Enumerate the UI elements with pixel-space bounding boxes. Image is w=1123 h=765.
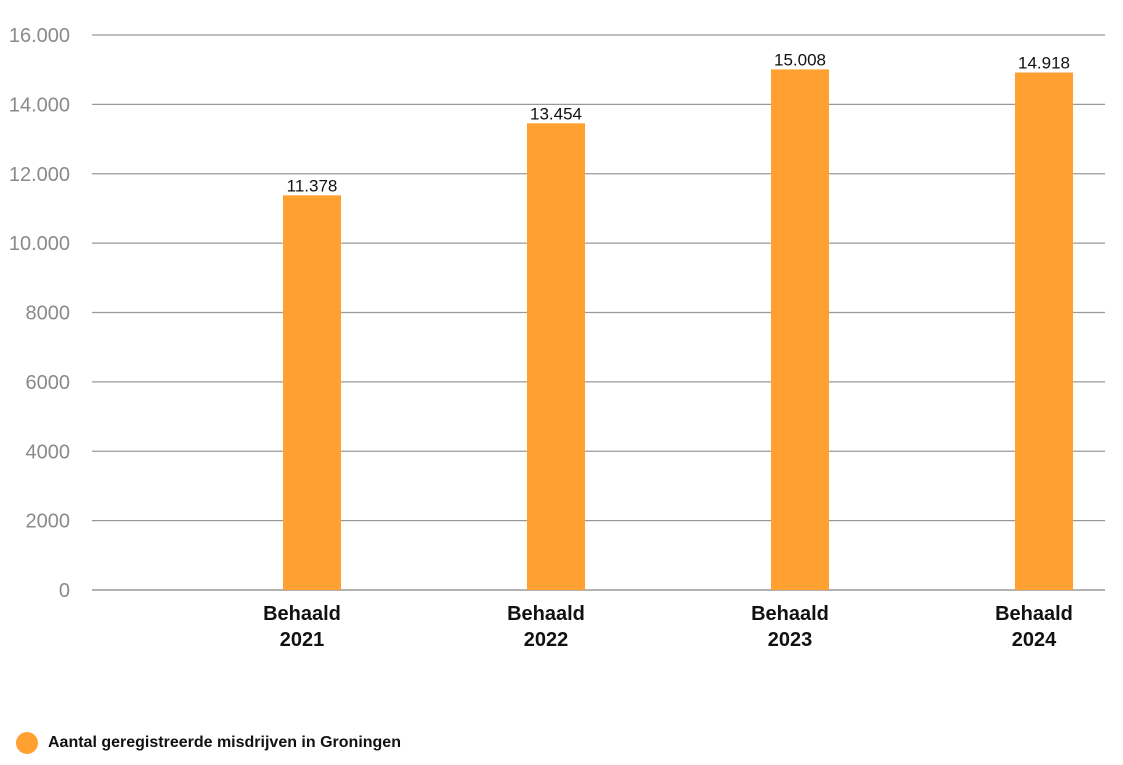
bar (1015, 72, 1073, 591)
x-axis-ticks: Behaald 2021 Behaald 2022 Behaald 2023 Behaald… (263, 603, 1073, 651)
y-axis-ticks: 0 2000 4000 6000 8000 10.000 12.000 14.000 16.00… (9, 25, 70, 602)
x-tick-label: Behaald (507, 603, 585, 625)
x-tick-label: Behaald (995, 603, 1073, 625)
x-tick-label: 2023 (768, 629, 813, 651)
bar-chart: 0 2000 4000 6000 8000 10.000 12.000 14.000 16.00… (9, 25, 1105, 651)
bar (771, 69, 829, 590)
y-tick-label: 14.000 (9, 94, 70, 116)
gridlines (92, 34, 1105, 591)
legend: Aantal geregistreerde misdrijven in Gron… (16, 732, 401, 754)
data-labels: 11.378 13.454 15.008 14.918 (287, 50, 1070, 195)
x-tick-label: 2022 (524, 629, 569, 651)
bars (283, 69, 1073, 591)
x-tick-label: 2024 (1012, 629, 1057, 651)
data-label: 13.454 (530, 104, 582, 123)
x-tick-label: 2021 (280, 629, 325, 651)
bar (527, 123, 585, 590)
bar (283, 195, 341, 590)
data-label: 11.378 (287, 176, 338, 195)
data-label: 14.918 (1018, 54, 1070, 73)
y-tick-label: 10.000 (9, 233, 70, 255)
y-tick-label: 6000 (26, 372, 71, 394)
x-tick-label: Behaald (751, 603, 829, 625)
data-label: 15.008 (774, 50, 826, 69)
x-tick-label: Behaald (263, 603, 341, 625)
y-tick-label: 0 (59, 580, 70, 602)
y-tick-label: 12.000 (9, 164, 70, 186)
legend-swatch (16, 732, 38, 754)
y-tick-label: 8000 (26, 303, 71, 325)
y-tick-label: 4000 (26, 441, 71, 463)
legend-label: Aantal geregistreerde misdrijven in Gron… (48, 734, 401, 751)
y-tick-label: 16.000 (9, 25, 70, 47)
y-tick-label: 2000 (26, 511, 71, 533)
